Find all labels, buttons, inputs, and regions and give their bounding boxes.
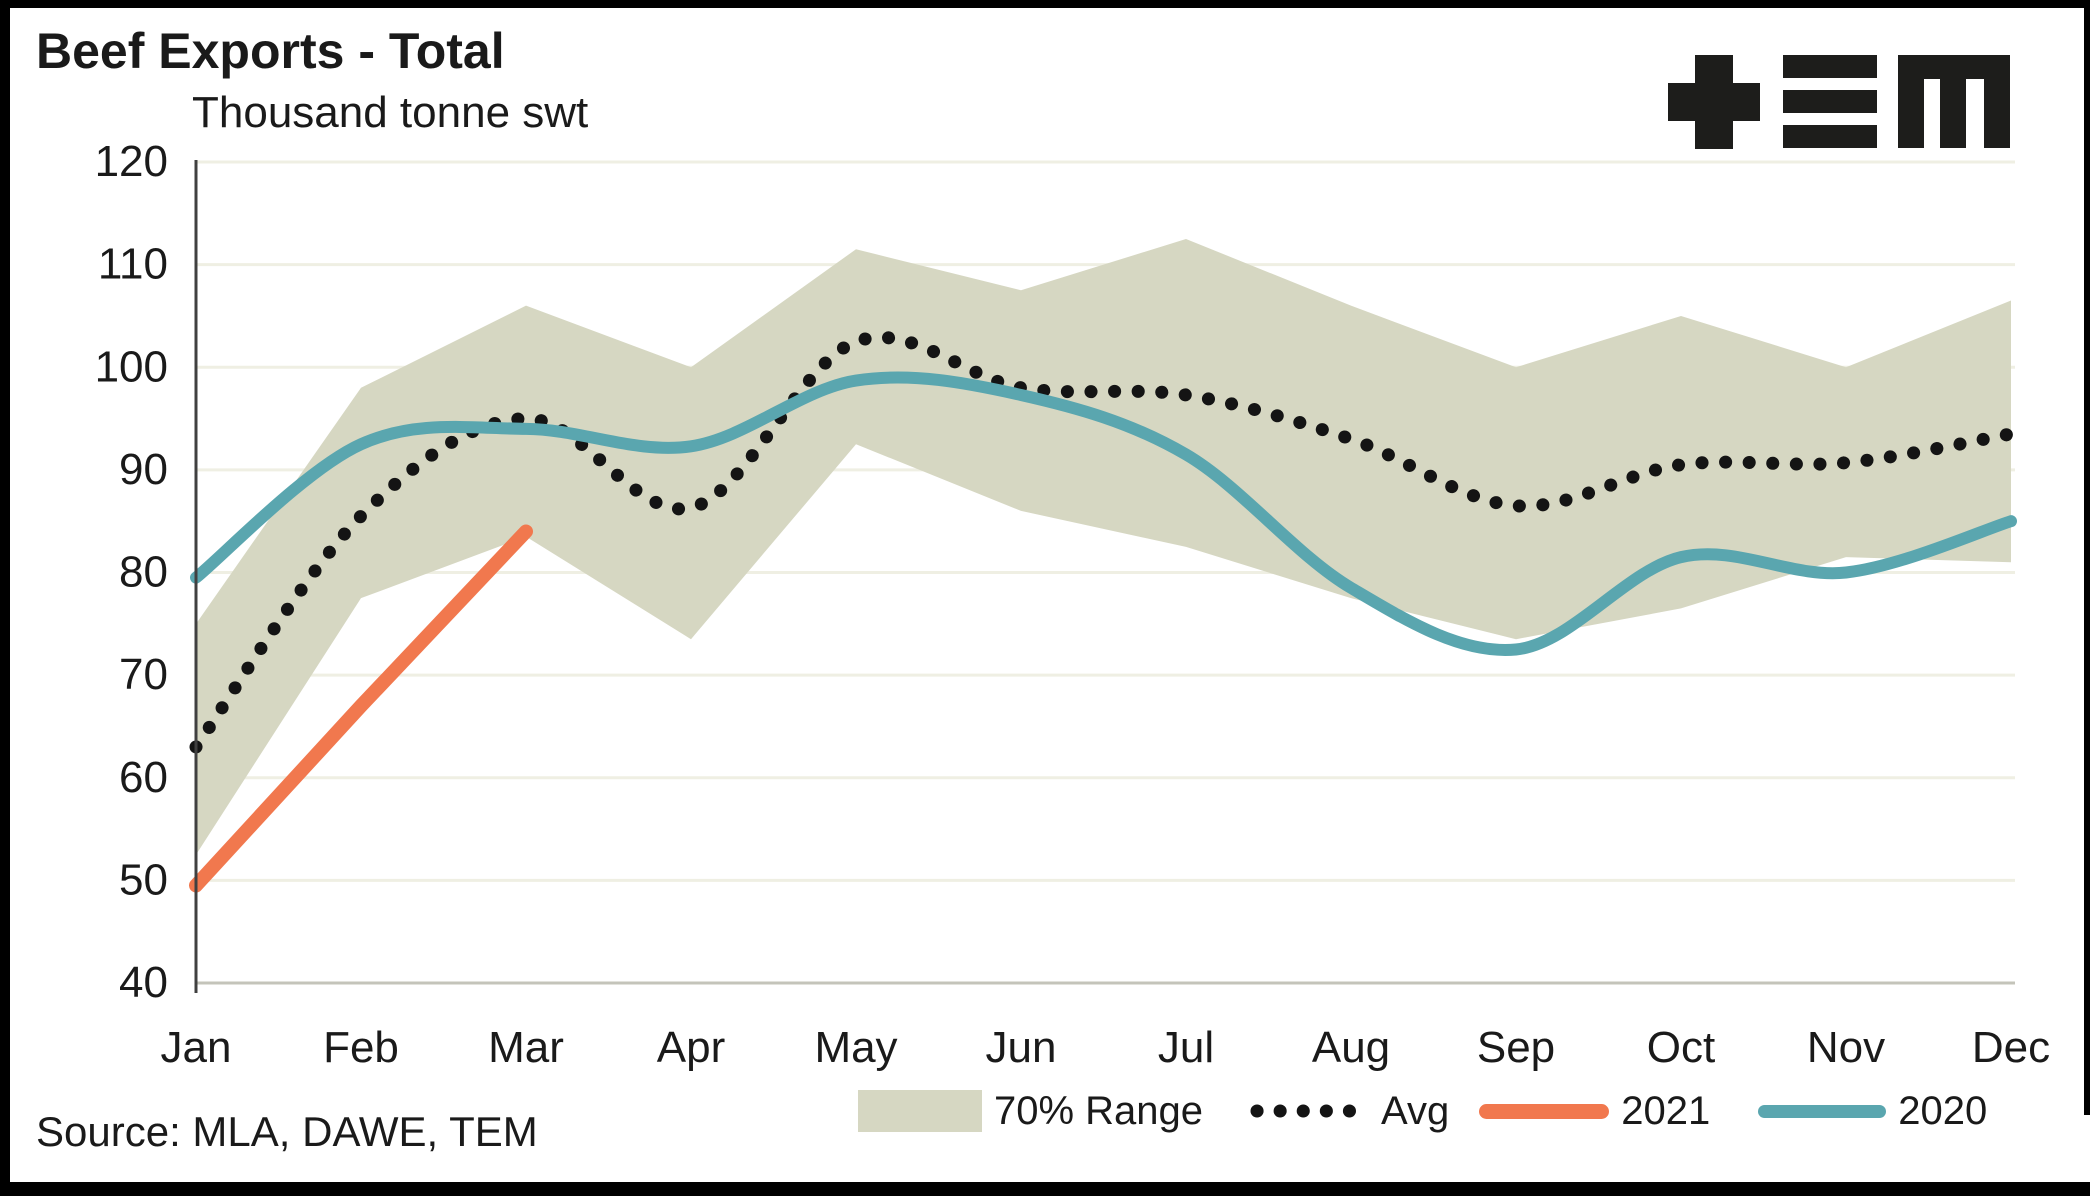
y-tick-label: 100: [95, 342, 168, 391]
x-tick-label: Jul: [1158, 1023, 1214, 1072]
y-tick-label: 110: [98, 240, 168, 289]
y-tick-label: 60: [119, 753, 168, 802]
y-tick-label: 40: [119, 958, 168, 1007]
series-2020-line: [190, 371, 2017, 656]
y-tick-label: 50: [119, 855, 168, 904]
y-tick-label: 120: [95, 137, 168, 186]
source-note: Source: MLA, DAWE, TEM: [36, 1108, 538, 1155]
x-tick-label: Mar: [488, 1023, 564, 1072]
y-tick-label: 80: [119, 548, 168, 597]
chart-title: Beef Exports - Total: [36, 23, 505, 79]
x-tick-label: Oct: [1647, 1023, 1715, 1072]
series-70pct-range-band: [196, 238, 2011, 855]
y-tick-label: 90: [119, 445, 168, 494]
x-tick-label: Sep: [1477, 1023, 1555, 1072]
legend-item-avg: Avg: [1249, 1089, 1449, 1134]
x-tick-label: Apr: [657, 1023, 725, 1072]
legend-label: 2021: [1621, 1088, 1711, 1133]
avg-dotted-swatch: [1250, 1104, 1370, 1118]
axis-units-label: Thousand tonne swt: [192, 88, 589, 137]
legend-label: 2020: [1898, 1088, 1988, 1133]
x-tick-label: Feb: [323, 1023, 399, 1072]
legend-label: 70% Range: [994, 1088, 1204, 1133]
line-2020-swatch: [1758, 1104, 1887, 1118]
legend-item-2020: 2020: [1758, 1089, 1987, 1134]
x-tick-label: Nov: [1807, 1023, 1885, 1072]
x-tick-label: Jun: [986, 1023, 1057, 1072]
frame-border-top: [0, 0, 2090, 8]
frame-border-right: [2084, 0, 2090, 1115]
legend-item-2021: 2021: [1479, 1089, 1710, 1134]
frame-border-left: [0, 0, 10, 1196]
x-tick-label: May: [814, 1023, 897, 1072]
legend-label: Avg: [1381, 1088, 1450, 1133]
logo-e-icon: [1783, 55, 1877, 78]
x-tick-label: Jan: [161, 1023, 232, 1072]
series-2021-line: [189, 524, 533, 893]
y-tick-label: 70: [119, 650, 168, 699]
line-2021-swatch: [1479, 1103, 1610, 1119]
legend-item-range: 70% Range: [858, 1089, 1203, 1134]
frame-border-bottom: [0, 1182, 2090, 1196]
tem-logo: [1668, 55, 2010, 149]
x-tick-label: Aug: [1312, 1023, 1390, 1072]
x-tick-label: Dec: [1972, 1023, 2050, 1072]
logo-m-icon: [1898, 55, 2010, 148]
range-swatch: [858, 1090, 982, 1132]
legend: 70% Range Avg 2021 2020: [858, 1084, 1987, 1138]
